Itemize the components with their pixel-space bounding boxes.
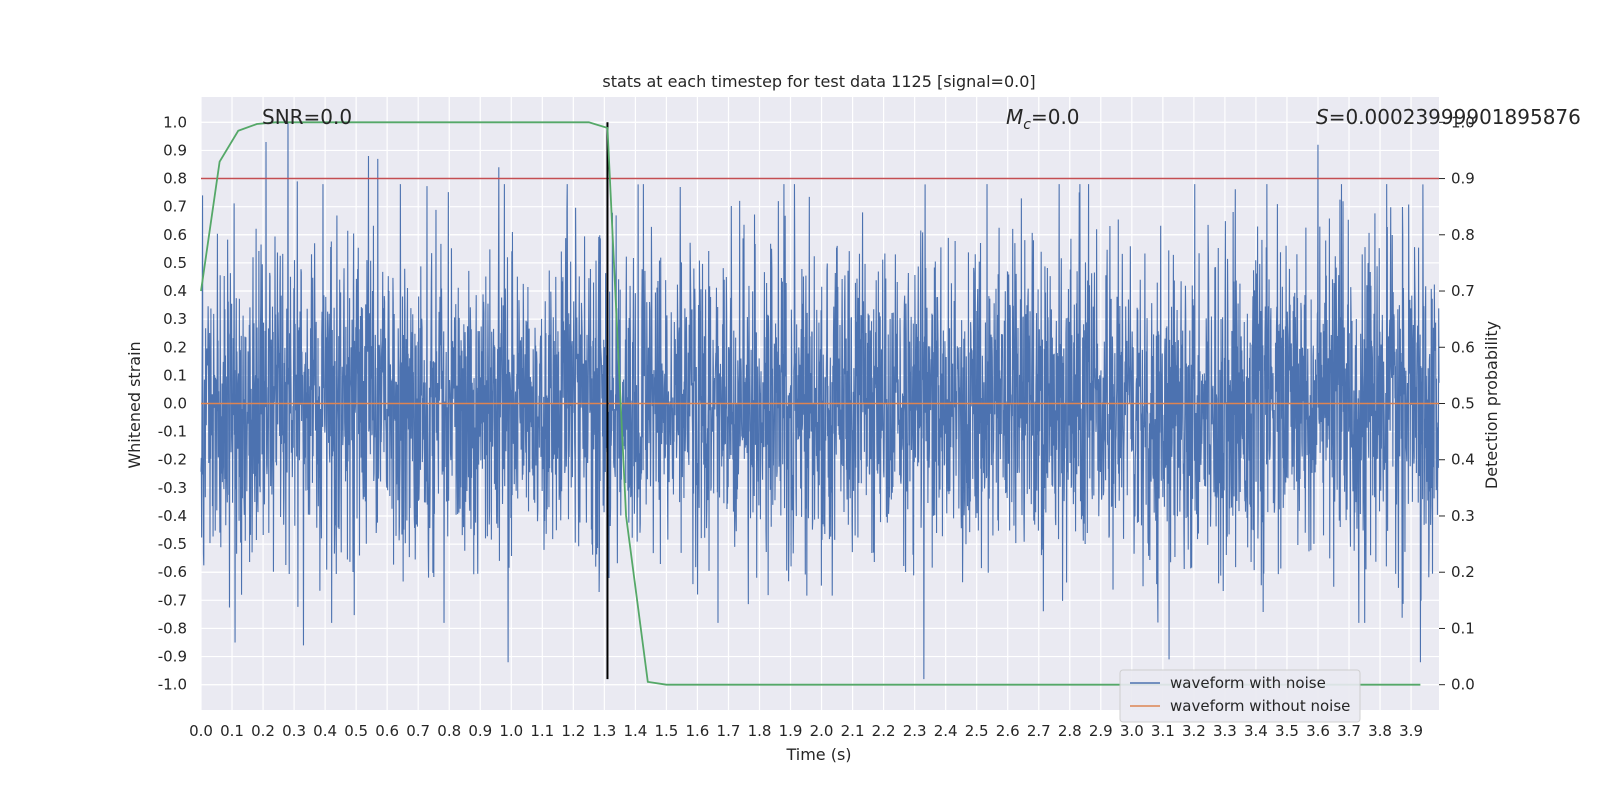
y2-tick-label: 0.8 (1451, 226, 1475, 244)
x-tick-label: 1.0 (499, 722, 523, 740)
y2-tick-label: 0.0 (1451, 676, 1475, 694)
y-tick-label: -0.5 (158, 535, 187, 553)
y-tick-label: 0.3 (163, 310, 187, 328)
x-tick-label: 2.2 (872, 722, 896, 740)
y2-tick-label: 0.7 (1451, 282, 1475, 300)
waveform-with-noise-line (200, 122, 1440, 680)
x-tick-label: 1.8 (748, 722, 772, 740)
y-tick-label: -0.4 (158, 507, 187, 525)
y-tick-label: 0.1 (163, 366, 187, 384)
detection-probability-line (200, 121, 1421, 686)
y-tick-label: -0.9 (158, 648, 187, 666)
y2-tick-label: 0.9 (1451, 170, 1475, 188)
x-tick-label: 3.0 (1120, 722, 1144, 740)
x-tick-label: 2.6 (996, 722, 1020, 740)
y-tick-label: -0.8 (158, 619, 187, 637)
y2-tick-label: 0.3 (1451, 507, 1475, 525)
y-tick-label: 0.9 (163, 141, 187, 159)
x-tick-label: 1.3 (592, 722, 616, 740)
y2-axis-label: Detection probability (1482, 321, 1501, 489)
y-axis-label: Whitened strain (125, 341, 144, 468)
y-tick-label: 0.2 (163, 338, 187, 356)
x-tick-label: 1.4 (623, 722, 647, 740)
chirp-mass-annotation: Mc=0.0 (1006, 105, 1080, 133)
waveform-with-noise-series (200, 122, 1440, 680)
x-tick-label: 3.6 (1306, 722, 1330, 740)
y2-tick-label: 0.4 (1451, 451, 1475, 469)
legend-label-waveform-without-noise: waveform without noise (1170, 697, 1350, 715)
y-tick-label: -1.0 (158, 676, 187, 694)
y2-tick-label: 1.0 (1451, 113, 1475, 131)
x-tick-label: 1.1 (530, 722, 554, 740)
legend-label-waveform-with-noise: waveform with noise (1170, 674, 1326, 692)
x-tick-label: 1.2 (561, 722, 585, 740)
y-tick-label: 0.5 (163, 254, 187, 272)
y-tick-label: 0.0 (163, 395, 187, 413)
x-tick-label: 0.9 (468, 722, 492, 740)
x-tick-label: 2.8 (1058, 722, 1082, 740)
x-tick-label: 0.4 (313, 722, 337, 740)
x-tick-label: 3.9 (1399, 722, 1423, 740)
x-tick-label: 1.5 (654, 722, 678, 740)
x-tick-label: 2.9 (1089, 722, 1113, 740)
snr-annotation: SNR=0.0 (262, 105, 352, 129)
y-tick-label: -0.6 (158, 563, 187, 581)
y-tick-label: -0.7 (158, 591, 187, 609)
x-tick-label: 2.1 (841, 722, 865, 740)
y-tick-label: 0.6 (163, 226, 187, 244)
x-tick-label: 3.1 (1151, 722, 1175, 740)
x-tick-label: 3.8 (1368, 722, 1392, 740)
x-tick-label: 2.7 (1027, 722, 1051, 740)
chart-title: stats at each timestep for test data 112… (602, 72, 1035, 91)
x-tick-label: 3.4 (1244, 722, 1268, 740)
y2-tick-label: 0.5 (1451, 395, 1475, 413)
y-tick-label: 0.8 (163, 170, 187, 188)
x-tick-label: 1.7 (717, 722, 741, 740)
y2-tick-label: 0.2 (1451, 563, 1475, 581)
y-tick-label: -0.3 (158, 479, 187, 497)
x-tick-label: 1.6 (686, 722, 710, 740)
x-tick-label: 0.6 (375, 722, 399, 740)
y-tick-label: -0.2 (158, 451, 187, 469)
y2-tick-label: 0.1 (1451, 619, 1475, 637)
legend: waveform with noise waveform without noi… (1119, 669, 1361, 723)
x-tick-label: 0.8 (437, 722, 461, 740)
x-axis: 0.0 0.1 0.2 0.3 0.4 0.5 0.6 0.7 0.8 0.9 1.0 1.1 1.2 1… (189, 722, 1423, 740)
x-tick-label: 0.0 (189, 722, 213, 740)
x-tick-label: 2.3 (903, 722, 927, 740)
x-tick-label: 0.7 (406, 722, 430, 740)
x-tick-label: 3.3 (1213, 722, 1237, 740)
x-tick-label: 3.2 (1182, 722, 1206, 740)
s-annotation: S=0.00023999901895876 (1316, 105, 1581, 129)
y-tick-label: 0.7 (163, 198, 187, 216)
x-tick-label: 0.3 (282, 722, 306, 740)
x-tick-label: 0.5 (344, 722, 368, 740)
y-tick-label: 0.4 (163, 282, 187, 300)
x-tick-label: 2.4 (934, 722, 958, 740)
x-tick-label: 1.9 (779, 722, 803, 740)
y-axis-left: 1.0 0.9 0.8 0.7 0.6 0.5 0.4 0.3 0.2 0.1 0.0 -0.1 -0.… (158, 113, 187, 693)
x-axis-label: Time (s) (785, 745, 851, 764)
y-axis-right: 1.0 0.9 0.8 0.7 0.6 0.5 0.4 0.3 0.2 0.1 0.0 (1439, 113, 1475, 694)
x-tick-label: 0.2 (251, 722, 275, 740)
y2-tick-label: 0.6 (1451, 338, 1475, 356)
y-tick-label: 1.0 (163, 113, 187, 131)
x-tick-label: 3.5 (1275, 722, 1299, 740)
y-tick-label: -0.1 (158, 423, 187, 441)
x-tick-label: 3.7 (1337, 722, 1361, 740)
x-tick-label: 0.1 (220, 722, 244, 740)
x-tick-label: 2.0 (810, 722, 834, 740)
x-tick-label: 2.5 (965, 722, 989, 740)
